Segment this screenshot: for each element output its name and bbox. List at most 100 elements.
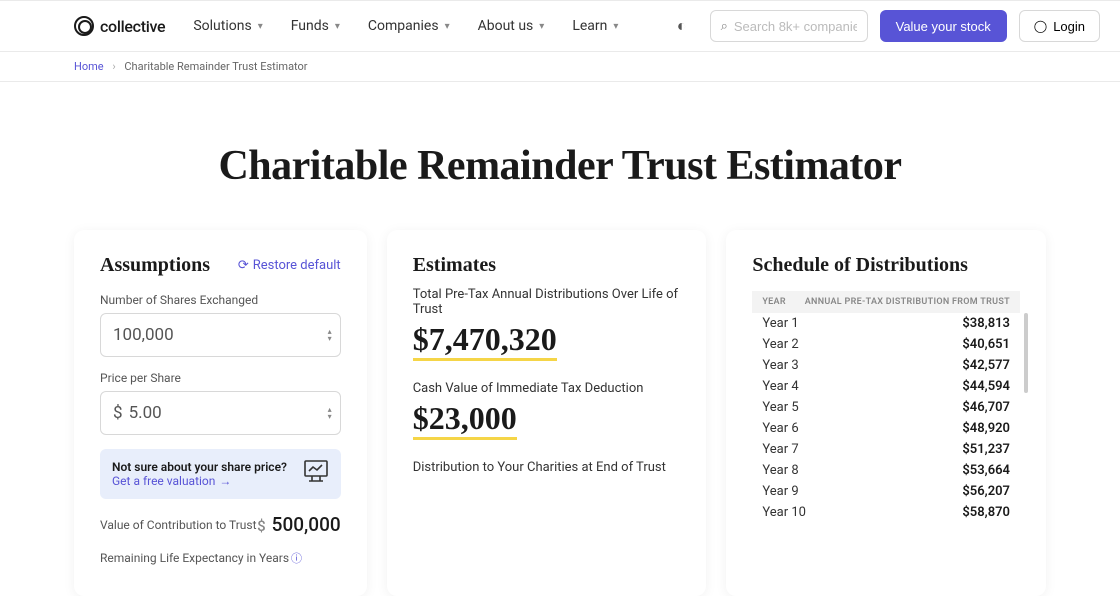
table-row: Year 1 $38,813 <box>752 313 1020 334</box>
table-row: Year 5 $46,707 <box>752 397 1020 418</box>
table-row: Year 9 $56,207 <box>752 481 1020 502</box>
assumptions-card: Assumptions ⟳ Restore default Number of S… <box>74 230 367 596</box>
table-row: Year 10$58,870 <box>752 502 1020 523</box>
right-controls: ◐ ⌕ Value your stock ◯ Login <box>666 10 1100 42</box>
page-title: Charitable Remainder Trust Estimator <box>0 142 1120 190</box>
breadcrumb-home[interactable]: Home <box>74 60 104 73</box>
year-cell: Year 1 <box>762 316 798 331</box>
price-value: 5.00 <box>129 403 328 423</box>
year-cell: Year 10 <box>762 505 806 520</box>
table-row: Year 3$42,577 <box>752 355 1020 376</box>
theme-toggle[interactable]: ◐ <box>666 10 698 42</box>
arrow-right-icon: → <box>219 474 231 488</box>
shares-label: Number of Shares Exchanged <box>100 293 341 307</box>
col-dist: ANNUAL PRE-TAX DISTRIBUTION FROM TRUST <box>805 297 1010 307</box>
schedule-title: Schedule of Distributions <box>752 254 1020 277</box>
callout-text: Not sure about your share price? Get a f… <box>112 460 287 488</box>
search-icon: ⌕ <box>721 19 728 34</box>
nav-label: Companies <box>368 18 439 34</box>
user-icon: ◯ <box>1034 19 1047 33</box>
value-stock-button[interactable]: Value your stock <box>880 10 1007 42</box>
scrollbar[interactable] <box>1024 313 1028 393</box>
schedule-header: YEAR ANNUAL PRE-TAX DISTRIBUTION FROM TR… <box>752 291 1020 313</box>
chevron-down-icon: ▾ <box>258 21 263 32</box>
login-label: Login <box>1053 19 1085 34</box>
breadcrumb-current: Charitable Remainder Trust Estimator <box>124 60 307 73</box>
top-nav: collective Solutions▾ Funds▾ Companies▾ … <box>0 0 1120 52</box>
life-label: Remaining Life Expectancy in Yearsⓘ <box>100 550 341 566</box>
table-row: Year 7 $51,237 <box>752 439 1020 460</box>
currency-symbol: $ <box>113 403 123 423</box>
search-input[interactable] <box>734 19 857 34</box>
moon-icon: ◐ <box>677 16 687 36</box>
year-cell: Year 5 <box>762 400 798 415</box>
table-row: Year 6 $48,920 <box>752 418 1020 439</box>
nav-learn[interactable]: Learn ▾ <box>572 18 618 34</box>
get-valuation-link[interactable]: Get a free valuation→ <box>112 474 287 488</box>
price-label: Price per Share <box>100 371 341 385</box>
chevron-down-icon: ▾ <box>335 21 340 32</box>
estimates-title: Estimates <box>413 254 681 277</box>
logo-text: collective <box>100 17 165 36</box>
value-cell: $48,920 <box>962 421 1010 436</box>
table-row: Year 2 $40,651 <box>752 334 1020 355</box>
est-row1-label: Total Pre-Tax Annual Distributions Over … <box>413 287 681 317</box>
value-cell: $42,577 <box>962 358 1010 373</box>
year-cell: Year 9 <box>762 484 798 499</box>
nav-funds[interactable]: Funds ▾ <box>291 18 340 34</box>
value-cell: $40,651 <box>962 337 1010 352</box>
year-cell: Year 7 <box>762 442 798 457</box>
assumptions-title: Assumptions <box>100 254 210 277</box>
est-row2-label: Cash Value of Immediate Tax Deduction <box>413 381 681 396</box>
year-cell: Year 6 <box>762 421 798 436</box>
chevron-down-icon: ▾ <box>613 21 618 32</box>
valuation-callout: Not sure about your share price? Get a f… <box>100 449 341 499</box>
price-field[interactable]: $ 5.00 ▴▾ <box>100 391 341 435</box>
restore-default-link[interactable]: ⟳ Restore default <box>238 258 341 273</box>
chevron-down-icon: ▾ <box>328 413 332 420</box>
nav-companies[interactable]: Companies▾ <box>368 18 450 34</box>
currency-symbol: $ <box>257 517 266 535</box>
logo-icon <box>74 16 94 36</box>
value-cell: $56,207 <box>962 484 1010 499</box>
search-box[interactable]: ⌕ <box>710 10 868 42</box>
est-row1-value: $7,470,320 <box>413 321 557 361</box>
restore-label: Restore default <box>253 258 341 273</box>
login-button[interactable]: ◯ Login <box>1019 10 1100 42</box>
shares-field[interactable]: 100,000 ▴▾ <box>100 313 341 357</box>
value-cell: $44,594 <box>962 379 1010 394</box>
value-cell: $46,707 <box>962 400 1010 415</box>
contribution-row: Value of Contribution to Trust $500,000 <box>100 513 341 536</box>
table-row: Year 4 $44,594 <box>752 376 1020 397</box>
nav-label: Funds <box>291 18 329 34</box>
nav-about[interactable]: About us▾ <box>478 18 545 34</box>
nav-label: Learn <box>572 18 607 34</box>
presentation-icon <box>303 459 329 489</box>
nav-label: Solutions <box>193 18 251 34</box>
schedule-card: Schedule of Distributions YEAR ANNUAL PR… <box>726 230 1046 596</box>
panels: Assumptions ⟳ Restore default Number of S… <box>0 230 1120 596</box>
callout-bold: Not sure about your share price? <box>112 460 287 474</box>
col-year: YEAR <box>762 297 786 307</box>
contribution-label: Value of Contribution to Trust <box>100 518 257 532</box>
quantity-stepper[interactable]: ▴▾ <box>328 328 332 342</box>
main-nav: Solutions▾ Funds▾ Companies▾ About us▾ L… <box>193 18 665 34</box>
refresh-icon: ⟳ <box>238 258 249 273</box>
value-cell: $38,813 <box>962 316 1010 331</box>
chevron-right-icon: › <box>112 60 115 73</box>
year-cell: Year 2 <box>762 337 798 352</box>
year-cell: Year 4 <box>762 379 798 394</box>
logo[interactable]: collective <box>74 16 165 36</box>
table-row: Year 8$53,664 <box>752 460 1020 481</box>
est-row3-label: Distribution to Your Charities at End of… <box>413 460 681 475</box>
chevron-down-icon: ▾ <box>539 21 544 32</box>
info-icon[interactable]: ⓘ <box>291 552 302 565</box>
schedule-body[interactable]: Year 1$38,813Year 2$40,651Year 3$42,577Y… <box>752 313 1020 523</box>
chevron-down-icon: ▾ <box>328 335 332 342</box>
breadcrumb: Home › Charitable Remainder Trust Estima… <box>0 52 1120 82</box>
nav-solutions[interactable]: Solutions ▾ <box>193 18 262 34</box>
shares-value: 100,000 <box>113 325 328 345</box>
value-cell: $51,237 <box>962 442 1010 457</box>
quantity-stepper[interactable]: ▴▾ <box>328 406 332 420</box>
value-cell: $53,664 <box>962 463 1010 478</box>
